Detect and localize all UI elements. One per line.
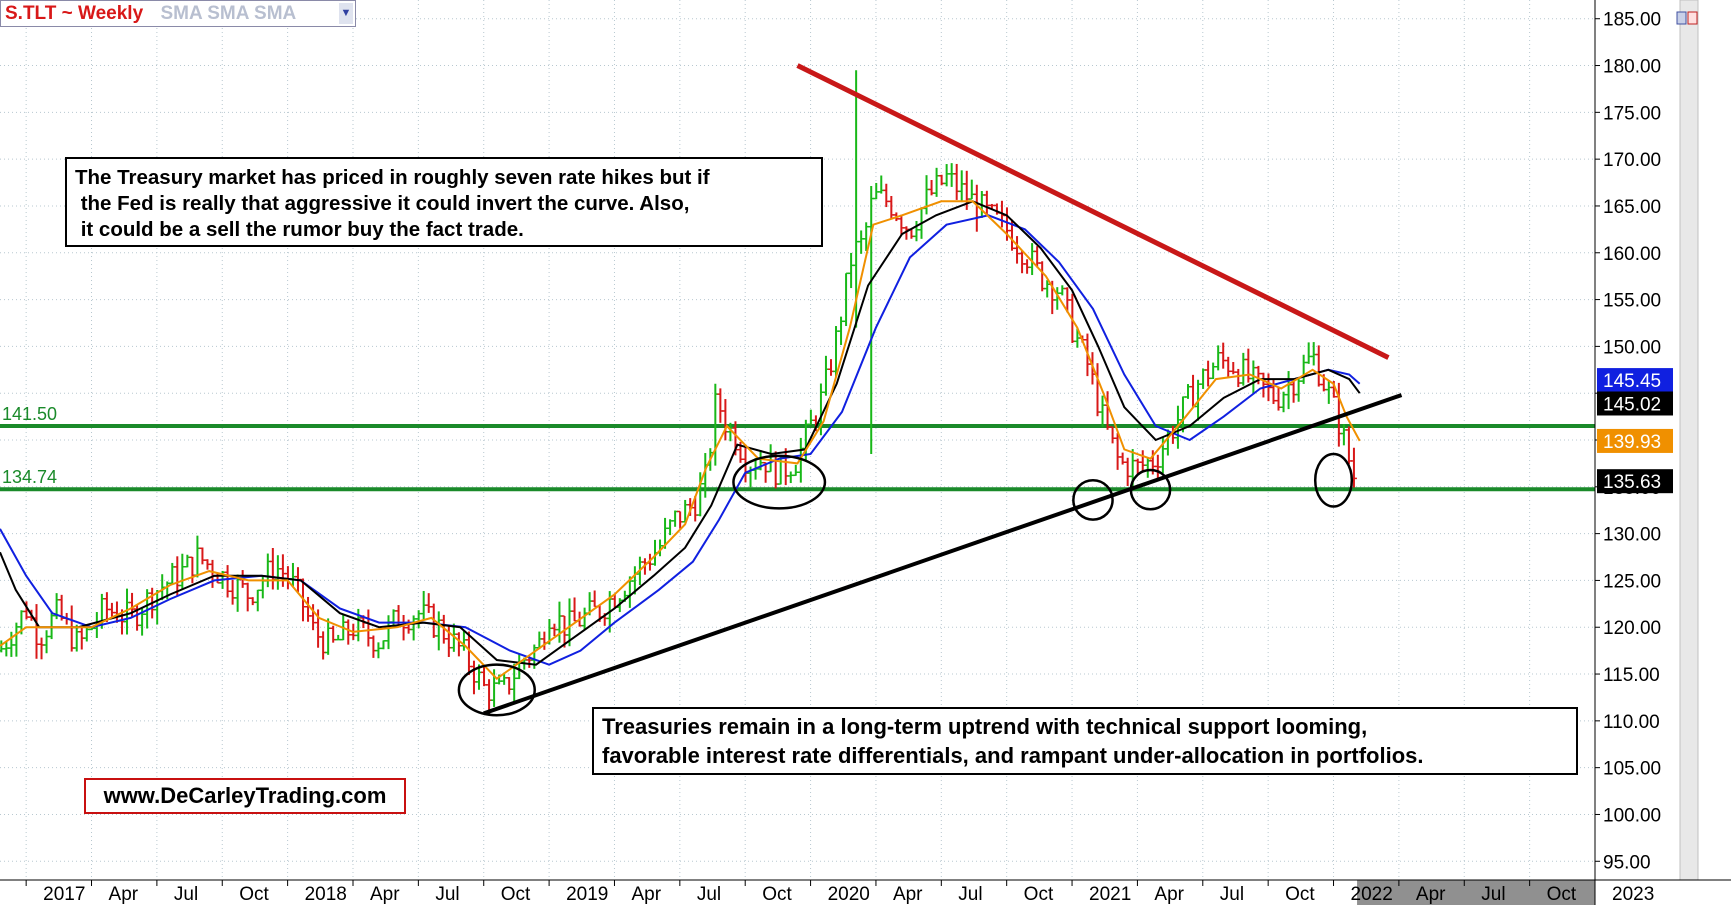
- trendlines: [483, 63, 1403, 716]
- annotation-top-line: The Treasury market has priced in roughl…: [75, 166, 710, 189]
- uptrend-trendline: [483, 393, 1403, 716]
- x-tick-label: Apr: [109, 884, 139, 905]
- y-tick-label: 155.00: [1603, 291, 1661, 312]
- y-tick-label: 130.00: [1603, 525, 1661, 546]
- y-tick-label: 165.00: [1603, 197, 1661, 218]
- ellipse-annotation: [1313, 452, 1354, 508]
- y-tick-label: 170.00: [1603, 150, 1661, 171]
- y-tick-label: 100.00: [1603, 805, 1661, 826]
- x-tick-label: Oct: [1285, 884, 1315, 905]
- x-tick-label: Jul: [1481, 884, 1505, 905]
- annotation-bottom-line: Treasuries remain in a long-term uptrend…: [602, 714, 1368, 739]
- x-tick-label: 2022: [1351, 884, 1393, 905]
- scrollbar-vertical: [1679, 0, 1699, 881]
- x-tick-label: Apr: [631, 884, 661, 905]
- y-tick-label: 110.00: [1603, 712, 1660, 733]
- support-level-label: 134.74: [2, 467, 57, 487]
- y-tick-label: 95.00: [1603, 852, 1651, 873]
- annotation-top: The Treasury market has priced in roughl…: [65, 157, 823, 247]
- sma-fast-line: [0, 200, 1361, 681]
- x-tick-label: 2017: [43, 884, 85, 905]
- y-tick-label: 120.00: [1603, 618, 1661, 639]
- x-tick-label: Jul: [958, 884, 982, 905]
- y-tick-label: 125.00: [1603, 571, 1661, 592]
- ellipse-annotation: [457, 663, 536, 717]
- support-levels: 141.50 134.74: [0, 404, 1595, 492]
- future-band: [1357, 880, 1595, 905]
- ellipse-annotation: [732, 454, 827, 510]
- x-tick-label: Oct: [1547, 884, 1577, 905]
- y-tick-label: 185.00: [1603, 10, 1661, 31]
- y-tick-label: 175.00: [1603, 103, 1661, 124]
- x-tick-label: 2020: [828, 884, 870, 905]
- price-tag-label: 145.02: [1603, 394, 1661, 415]
- moving-averages: [0, 200, 1361, 681]
- y-tick-label: 105.00: [1603, 759, 1661, 780]
- x-tick-label: Oct: [501, 884, 531, 905]
- annotation-top-line: the Fed is really that aggressive it cou…: [75, 192, 690, 215]
- x-tick-label: Jul: [435, 884, 459, 905]
- future-band-rect: [1357, 880, 1595, 905]
- price-tag-box: [1597, 368, 1673, 393]
- symbol-label: S.TLT ~ Weekly: [5, 3, 144, 24]
- y-tick-label: 115.00: [1603, 665, 1660, 686]
- x-tick-label: Jul: [1220, 884, 1244, 905]
- annotation-bottom-line: favorable interest rate differentials, a…: [602, 743, 1424, 768]
- x-tick-label: Oct: [239, 884, 269, 905]
- resistance-trendline: [796, 63, 1390, 360]
- ellipse-annotations: [457, 452, 1354, 717]
- x-tick-label: Apr: [893, 884, 923, 905]
- x-tick-label: Oct: [1024, 884, 1054, 905]
- price-tag-label: 139.93: [1603, 432, 1661, 453]
- x-tick-label: 2021: [1089, 884, 1131, 905]
- y-tick-label: 180.00: [1603, 57, 1661, 78]
- website-label: www.DeCarleyTrading.com: [84, 778, 406, 814]
- symbol-header[interactable]: S.TLT ~ Weekly SMA SMA SMA ▼: [0, 0, 356, 27]
- x-tick-label: 2023: [1612, 884, 1654, 905]
- x-axis: 2017 Apr Jul Oct 2018 Apr Jul Oct 2019 Apr Jul Oct 2…: [0, 879, 1731, 905]
- y-tick-label: 160.00: [1603, 244, 1661, 265]
- y-tick-label: 150.00: [1603, 337, 1661, 358]
- indicator-label: SMA SMA SMA: [160, 3, 297, 24]
- ellipse-annotation: [1129, 468, 1172, 511]
- price-tag-label: 145.45: [1603, 371, 1661, 392]
- x-tick-label: Apr: [1416, 884, 1446, 905]
- x-tick-label: Jul: [697, 884, 721, 905]
- price-tag-box: [1597, 391, 1673, 416]
- x-tick-label: Jul: [174, 884, 198, 905]
- ellipse-annotation: [1072, 479, 1114, 521]
- price-tag-label: 135.63: [1603, 472, 1661, 493]
- annotation-bottom: Treasuries remain in a long-term uptrend…: [592, 707, 1578, 775]
- chevron-down-icon[interactable]: ▼: [339, 3, 353, 24]
- y-axis: 95.00 100.00 105.00 110.00 115.00 120.00 125.0…: [1594, 0, 1699, 905]
- x-tick-label: 2019: [566, 884, 608, 905]
- price-tag-box: [1597, 469, 1673, 494]
- x-tick-label: Apr: [1154, 884, 1184, 905]
- sma-mid-line: [0, 200, 1361, 666]
- annotation-top-line: it could be a sell the rumor buy the fac…: [75, 218, 524, 241]
- x-tick-label: Oct: [762, 884, 792, 905]
- support-level-label: 141.50: [2, 404, 57, 424]
- x-tick-label: 2018: [305, 884, 347, 905]
- x-tick-label: Apr: [370, 884, 400, 905]
- scale-settings-icon[interactable]: [1676, 10, 1698, 28]
- price-tag-box: [1597, 428, 1673, 453]
